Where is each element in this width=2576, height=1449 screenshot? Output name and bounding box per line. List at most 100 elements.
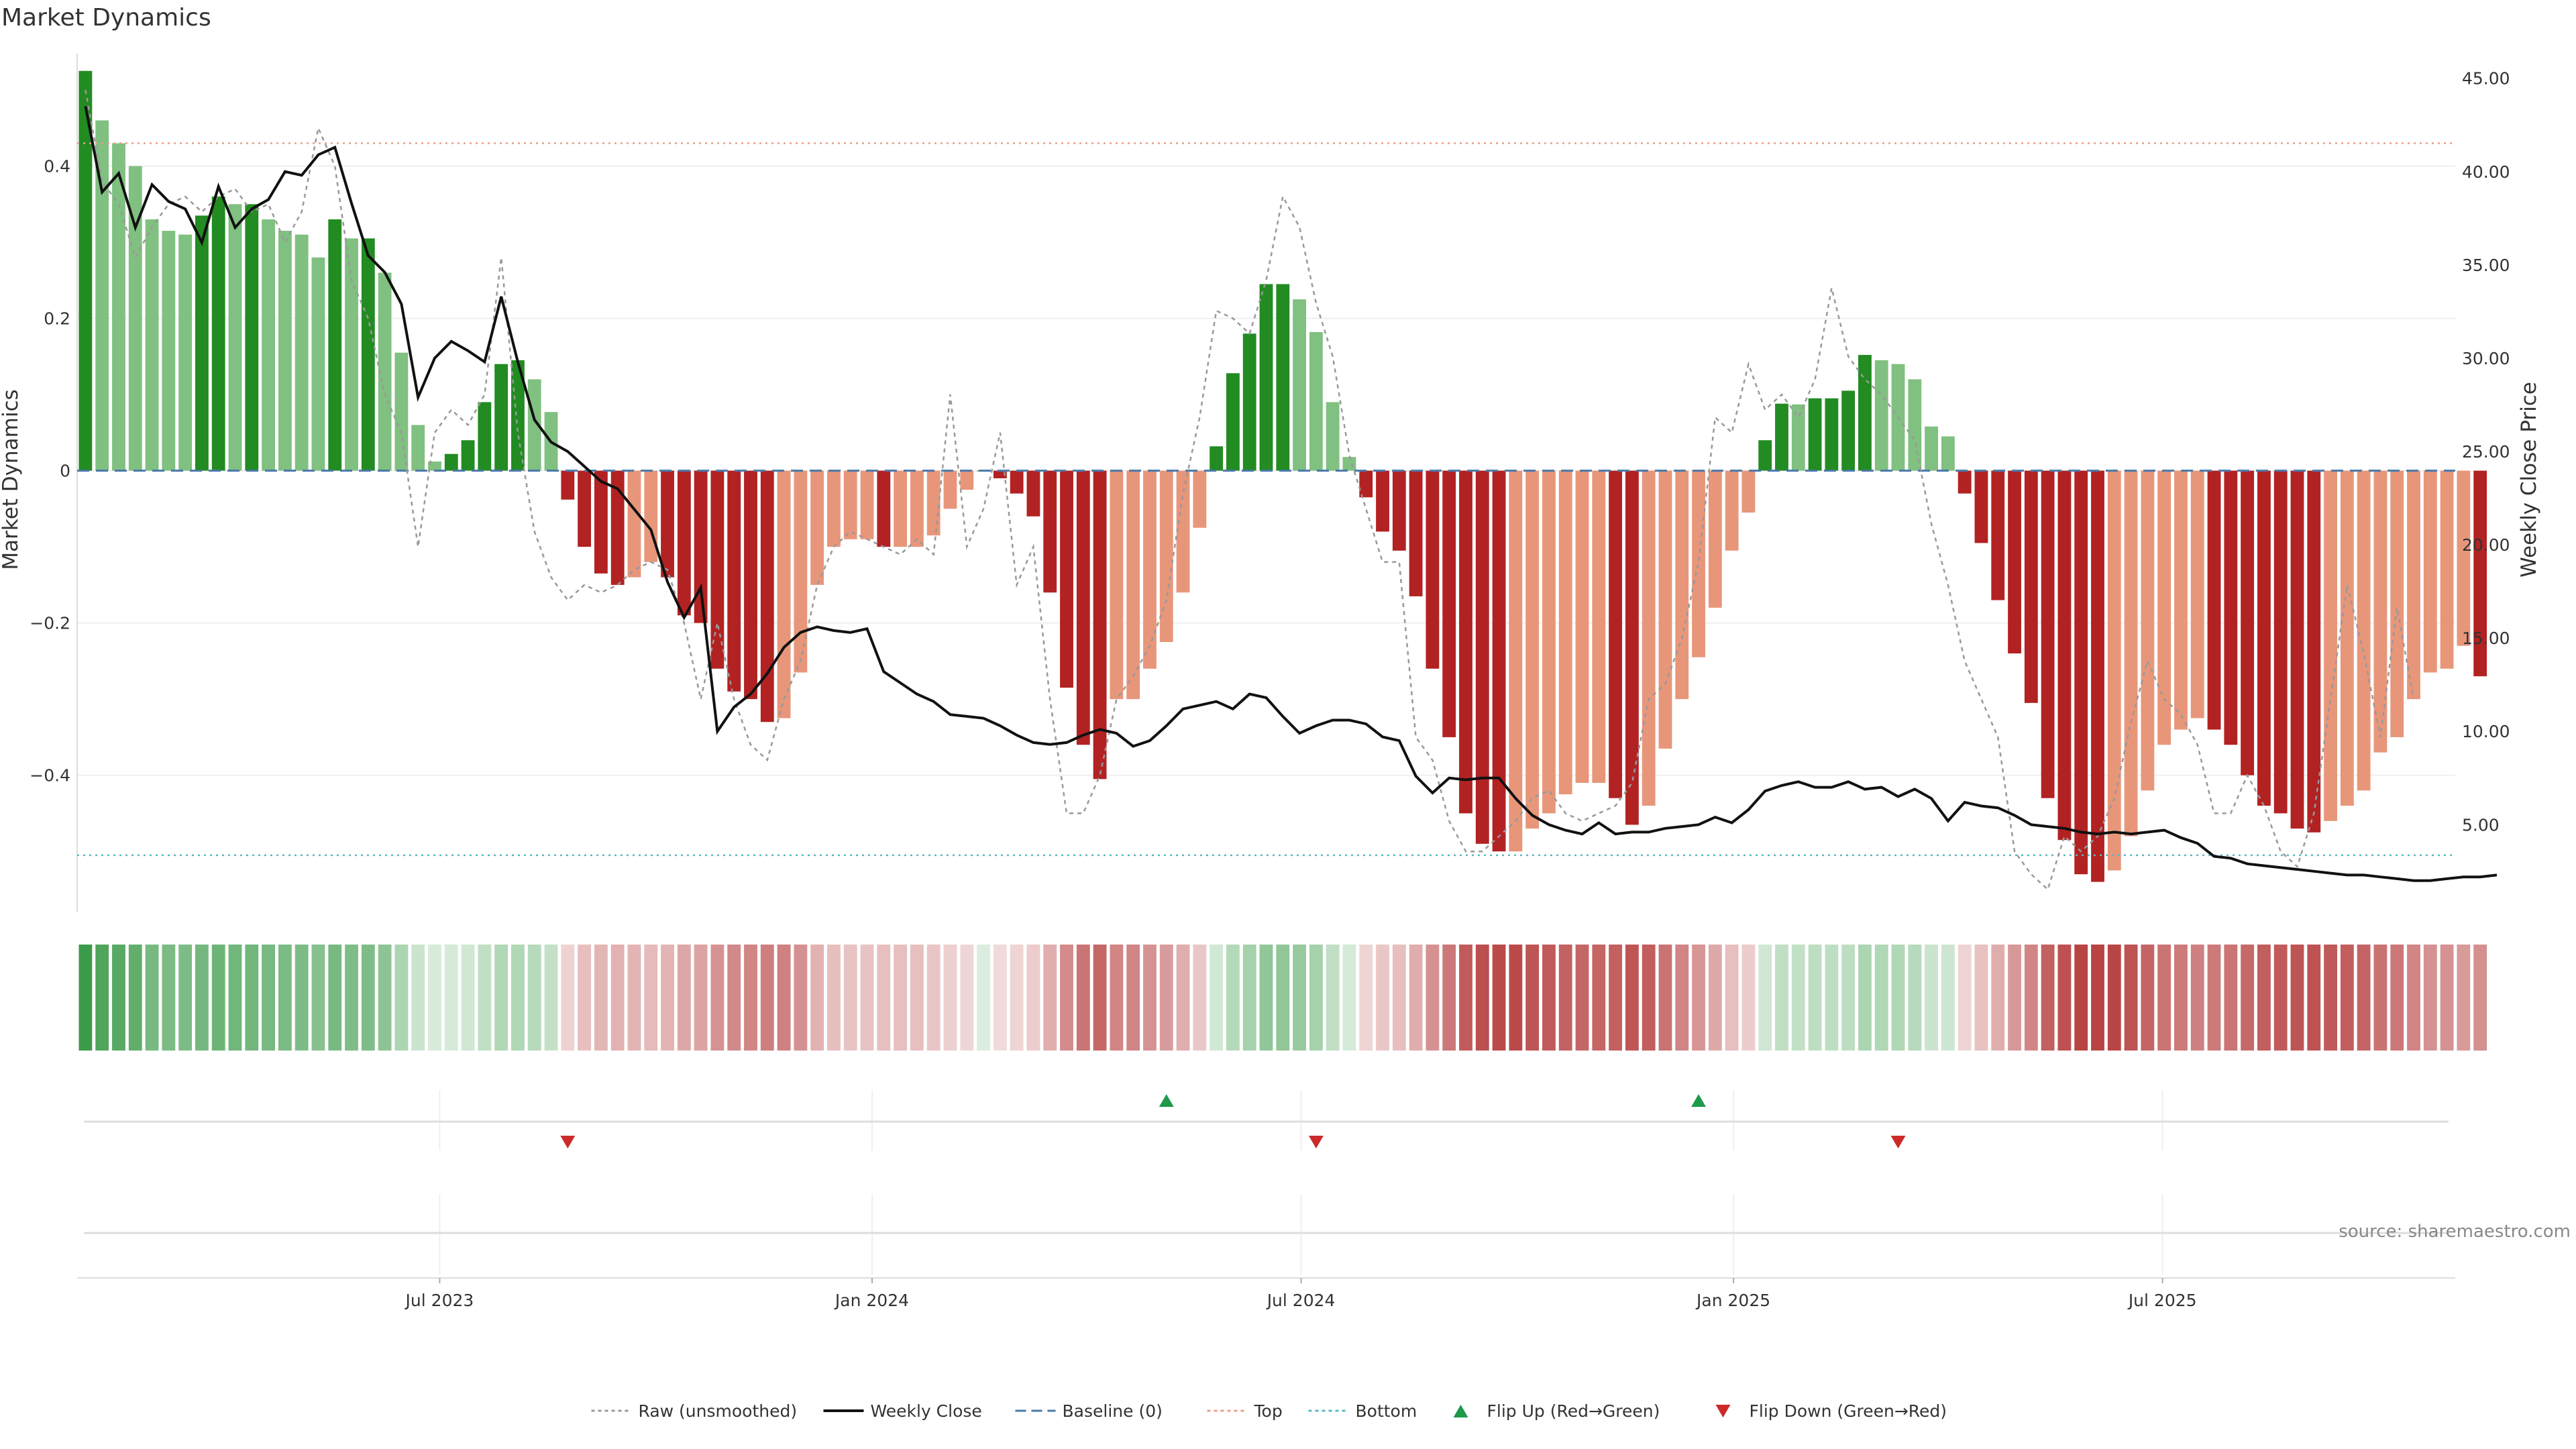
x-tick-label: Jul 2023 bbox=[405, 1291, 474, 1310]
heat-cell bbox=[1808, 945, 1822, 1051]
dynamics-bar bbox=[345, 238, 358, 471]
heat-cell bbox=[1575, 945, 1589, 1051]
heat-cell bbox=[162, 945, 176, 1051]
heat-cell bbox=[943, 945, 957, 1051]
dynamics-bar bbox=[1159, 470, 1173, 643]
heat-cell bbox=[610, 945, 625, 1051]
legend-label: Baseline (0) bbox=[1063, 1401, 1163, 1421]
legend: Raw (unsmoothed) Weekly Close Baseline (0)… bbox=[591, 1401, 1947, 1421]
dynamics-bar bbox=[1426, 470, 1440, 669]
dynamics-bar bbox=[1758, 440, 1772, 471]
dynamics-bar bbox=[228, 204, 242, 471]
heat-cell bbox=[1492, 945, 1506, 1051]
dynamics-bar bbox=[2373, 470, 2387, 753]
heat-cell bbox=[2074, 945, 2088, 1051]
heat-cell bbox=[2473, 945, 2487, 1051]
right-axis-label: Weekly Close Price bbox=[2517, 382, 2541, 578]
dynamics-bar bbox=[2340, 470, 2354, 806]
dynamics-bar bbox=[1143, 470, 1157, 669]
left-tick-label: 0 bbox=[60, 462, 70, 481]
heat-cell bbox=[1874, 945, 1888, 1051]
heat-cell bbox=[2057, 945, 2072, 1051]
legend-flip-down-symbol bbox=[1715, 1405, 1731, 1417]
heat-cell bbox=[1426, 945, 1440, 1051]
legend-item: Bottom bbox=[1308, 1401, 1417, 1421]
dynamics-bar bbox=[610, 470, 625, 585]
dynamics-bar bbox=[378, 272, 392, 471]
heat-cell bbox=[2373, 945, 2387, 1051]
heat-cell bbox=[1242, 945, 1256, 1051]
heat-cell bbox=[2457, 945, 2471, 1051]
heat-cell bbox=[1359, 945, 1373, 1051]
dynamics-bar bbox=[145, 219, 159, 471]
heat-cell bbox=[1110, 945, 1124, 1051]
right-tick-label: 25.00 bbox=[2462, 442, 2510, 462]
heat-cell bbox=[1758, 945, 1772, 1051]
dynamics-bar bbox=[810, 470, 824, 585]
right-tick-label: 10.00 bbox=[2462, 722, 2510, 741]
dynamics-bar bbox=[311, 257, 325, 471]
source-note: source: sharemaestro.com bbox=[2339, 1222, 2571, 1242]
dynamics-bar bbox=[1592, 470, 1606, 784]
heat-cell bbox=[328, 945, 342, 1051]
heat-cell bbox=[1625, 945, 1639, 1051]
dynamics-bar bbox=[894, 470, 908, 547]
dynamics-bar bbox=[361, 238, 375, 471]
heat-cell bbox=[1026, 945, 1040, 1051]
dynamics-bar bbox=[1326, 402, 1340, 471]
flip-up-marker bbox=[1159, 1094, 1174, 1107]
dynamics-bar bbox=[744, 470, 757, 700]
heat-cell bbox=[1093, 945, 1107, 1051]
dynamics-bar bbox=[1442, 470, 1456, 737]
dynamics-bar bbox=[2174, 470, 2188, 730]
dynamics-bar bbox=[1409, 470, 1423, 596]
heat-cell bbox=[2257, 945, 2271, 1051]
dynamics-bar bbox=[2241, 470, 2255, 775]
dynamics-bar bbox=[926, 470, 941, 536]
dynamics-bar bbox=[444, 453, 458, 471]
heat-cell bbox=[1126, 945, 1140, 1051]
dynamics-bar bbox=[1093, 470, 1107, 780]
dynamics-bar bbox=[2074, 470, 2088, 875]
dynamics-bar bbox=[2224, 470, 2238, 745]
dynamics-bar bbox=[1908, 379, 1922, 471]
dynamics-bar bbox=[478, 402, 492, 471]
legend-item: Raw (unsmoothed) bbox=[591, 1401, 797, 1421]
dynamics-bar bbox=[760, 470, 774, 722]
heat-cell bbox=[1658, 945, 1672, 1051]
heat-cell bbox=[644, 945, 658, 1051]
weekly-close-line bbox=[84, 106, 2498, 882]
heat-cell bbox=[877, 945, 891, 1051]
heat-cell bbox=[345, 945, 358, 1051]
legend-label: Top bbox=[1254, 1401, 1283, 1421]
overlay-lines bbox=[77, 89, 2498, 892]
heat-cell bbox=[827, 945, 841, 1051]
heat-cell bbox=[1010, 945, 1024, 1051]
dynamics-bar bbox=[1176, 470, 1190, 593]
heat-cell bbox=[1957, 945, 1972, 1051]
heat-cell bbox=[1442, 945, 1456, 1051]
dynamics-bar bbox=[211, 196, 225, 471]
dynamics-bar bbox=[1060, 470, 1073, 688]
left-tick-label: −0.2 bbox=[30, 614, 70, 633]
heat-cell bbox=[1891, 945, 1905, 1051]
legend-flip-up-symbol bbox=[1453, 1405, 1468, 1417]
legend-item: Weekly Close bbox=[823, 1401, 982, 1421]
dynamics-bar bbox=[1076, 470, 1090, 745]
dynamics-bar bbox=[1575, 470, 1589, 784]
heat-cell bbox=[2224, 945, 2238, 1051]
right-tick-label: 45.00 bbox=[2462, 69, 2510, 89]
dynamics-bar bbox=[328, 219, 342, 471]
heat-cell bbox=[561, 945, 575, 1051]
heat-cell bbox=[977, 945, 990, 1051]
heat-cell bbox=[1558, 945, 1572, 1051]
dynamics-bar bbox=[2440, 470, 2454, 669]
dynamics-bar bbox=[1226, 373, 1240, 471]
x-axis: Jul 2023 Jan 2024 Jul 2024 Jan 2025 Jul 2025 bbox=[77, 1277, 2455, 1310]
dynamics-bar bbox=[1293, 299, 1306, 471]
heat-cell bbox=[544, 945, 558, 1051]
dynamics-bar bbox=[594, 470, 608, 574]
heat-cell bbox=[444, 945, 458, 1051]
heat-cell bbox=[960, 945, 974, 1051]
heat-cell bbox=[2091, 945, 2104, 1051]
